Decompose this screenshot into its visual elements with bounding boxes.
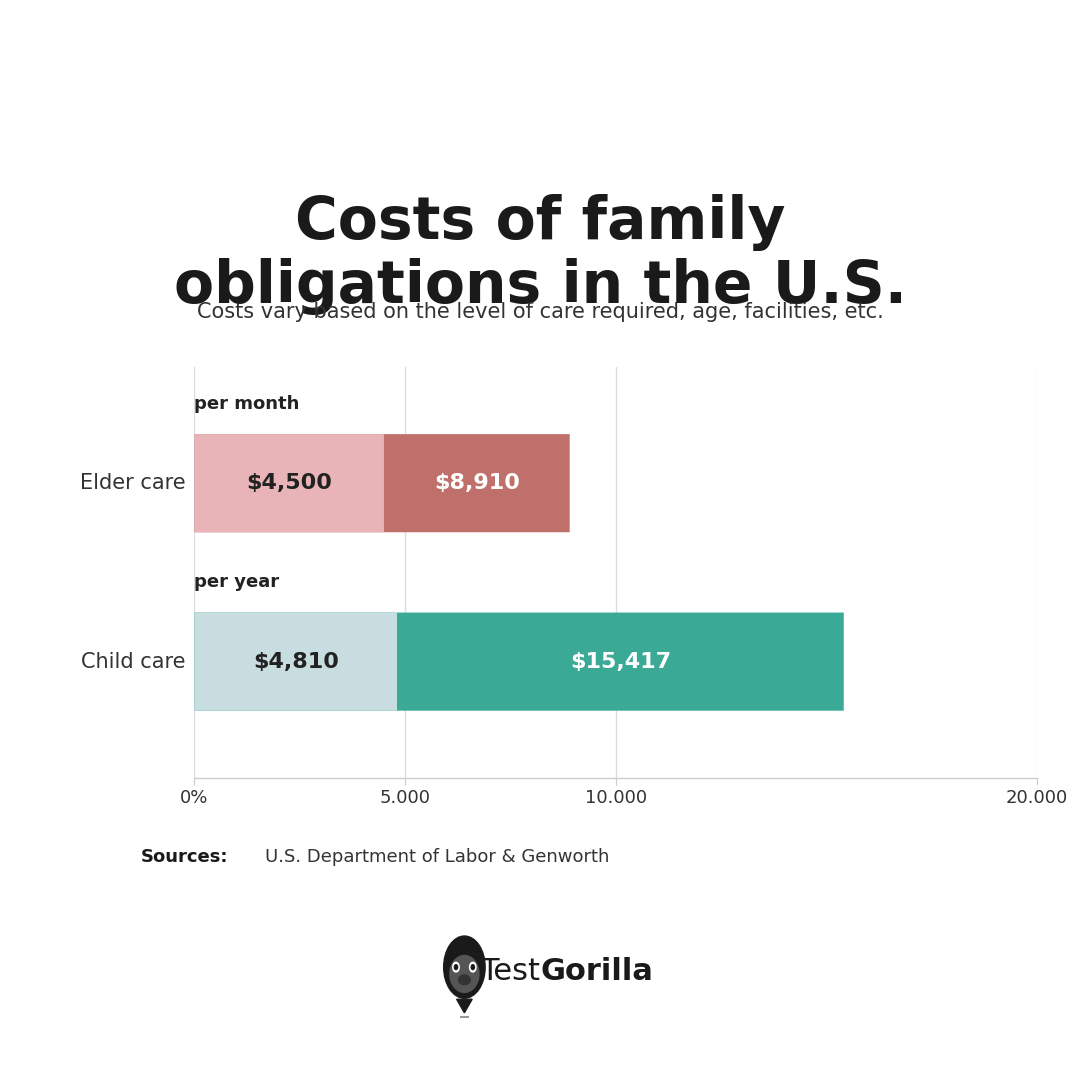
Text: Child care: Child care: [81, 651, 186, 672]
Text: $4,500: $4,500: [246, 473, 333, 494]
Text: Costs of family
obligations in the U.S.: Costs of family obligations in the U.S.: [174, 194, 906, 315]
Circle shape: [470, 962, 476, 972]
Text: $15,417: $15,417: [570, 651, 671, 672]
Text: $8,910: $8,910: [434, 473, 519, 494]
FancyBboxPatch shape: [194, 434, 384, 532]
Text: Test: Test: [480, 958, 540, 986]
Ellipse shape: [449, 956, 480, 993]
Text: Sources:: Sources:: [140, 848, 228, 866]
Polygon shape: [457, 999, 472, 1013]
Circle shape: [444, 936, 485, 998]
Circle shape: [471, 964, 474, 970]
Ellipse shape: [459, 975, 470, 985]
Text: Costs vary based on the level of care required, age, facilities, etc.: Costs vary based on the level of care re…: [197, 302, 883, 323]
FancyBboxPatch shape: [194, 612, 397, 711]
Text: per year: per year: [194, 573, 280, 591]
Text: Elder care: Elder care: [80, 473, 186, 494]
Text: per month: per month: [194, 394, 300, 413]
FancyBboxPatch shape: [194, 612, 843, 711]
Circle shape: [455, 964, 458, 970]
Text: $4,810: $4,810: [253, 651, 339, 672]
Text: U.S. Department of Labor & Genworth: U.S. Department of Labor & Genworth: [265, 848, 609, 866]
Circle shape: [453, 962, 459, 972]
Text: Gorilla: Gorilla: [540, 958, 653, 986]
FancyBboxPatch shape: [194, 434, 569, 532]
